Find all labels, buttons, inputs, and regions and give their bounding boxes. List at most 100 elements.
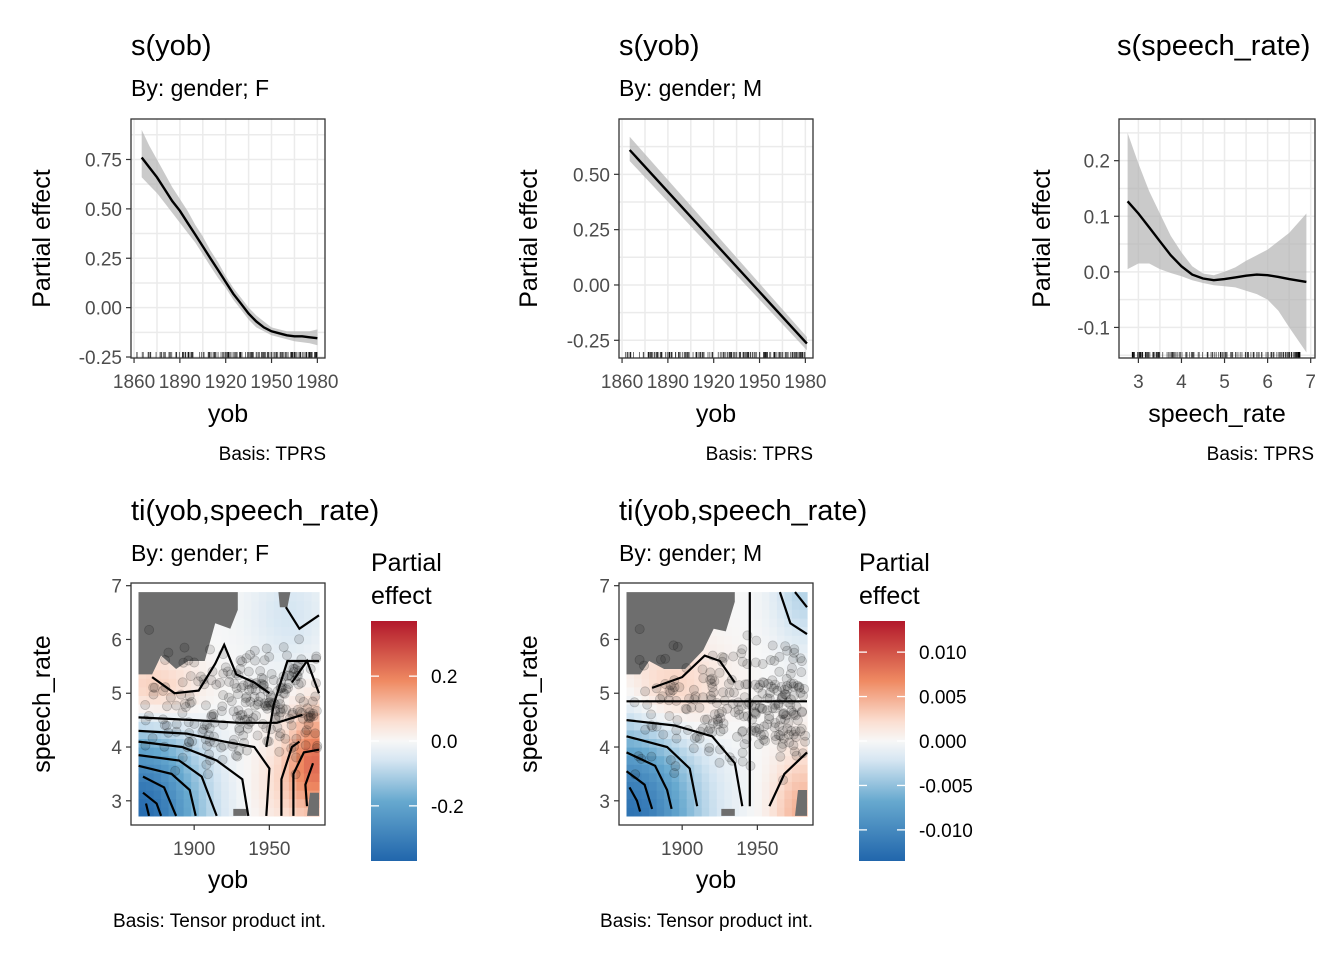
- data-point: [310, 691, 321, 702]
- data-point: [780, 641, 791, 652]
- data-point: [259, 655, 270, 666]
- heatmap-cell: [716, 772, 725, 782]
- heatmap-cell: [191, 695, 200, 705]
- heatmap-cell: [769, 635, 778, 645]
- data-point: [713, 719, 724, 730]
- data-point: [269, 698, 280, 709]
- data-point: [256, 672, 267, 683]
- data-point: [718, 724, 729, 735]
- heatmap-cell: [161, 738, 170, 748]
- data-point: [630, 769, 641, 780]
- data-point: [657, 691, 668, 702]
- data-point: [697, 723, 708, 734]
- data-point: [629, 697, 640, 708]
- heatmap-cell: [716, 764, 725, 774]
- heatmap-cell: [769, 798, 778, 808]
- heatmap-cell: [281, 635, 290, 645]
- heatmap-cell: [273, 738, 282, 748]
- heatmap-cell: [183, 678, 192, 688]
- heatmap-cell: [664, 738, 673, 748]
- heatmap-cell: [791, 738, 800, 748]
- heatmap-cell: [784, 772, 793, 782]
- heatmap-cell: [146, 781, 155, 791]
- heatmap-cell: [258, 781, 267, 791]
- data-point: [195, 671, 206, 682]
- heatmap-cell: [281, 712, 290, 722]
- heatmap-cell: [724, 643, 733, 653]
- data-point: [764, 714, 775, 725]
- heatmap-cell: [236, 635, 245, 645]
- heatmap-cell: [671, 790, 680, 800]
- data-point: [759, 721, 770, 732]
- heatmap-cell: [251, 764, 260, 774]
- heatmap-cell: [709, 643, 718, 653]
- heatmap-cell: [754, 798, 763, 808]
- data-point: [716, 706, 727, 717]
- heatmap-cell: [183, 747, 192, 757]
- heatmap-cell: [183, 798, 192, 808]
- heatmap-cell: [671, 807, 680, 817]
- heatmap-cell: [709, 678, 718, 688]
- data-point: [791, 732, 802, 743]
- data-point: [782, 645, 793, 656]
- data-point: [776, 692, 787, 703]
- data-point: [261, 723, 272, 734]
- heatmap-cell: [761, 695, 770, 705]
- panel-subtitle: By: gender; M: [619, 75, 762, 101]
- heatmap-cell: [641, 798, 650, 808]
- heatmap-cell: [138, 781, 147, 791]
- heatmap-cell: [288, 626, 297, 636]
- heatmap-cell: [799, 747, 808, 757]
- heatmap-cell: [161, 721, 170, 731]
- heatmap-cell: [784, 695, 793, 705]
- data-point: [230, 750, 241, 761]
- heatmap-cell: [198, 755, 207, 765]
- data-point: [694, 702, 705, 713]
- data-point: [243, 719, 254, 730]
- heatmap-cell: [754, 738, 763, 748]
- data-point: [751, 727, 762, 738]
- data-point: [284, 713, 295, 724]
- heatmap-cell: [679, 729, 688, 739]
- data-point: [250, 710, 261, 721]
- data-point: [292, 661, 303, 672]
- heatmap-cell: [709, 635, 718, 645]
- legend-tick-label: -0.2: [431, 797, 464, 818]
- data-point: [288, 667, 299, 678]
- heatmap-cell: [206, 755, 215, 765]
- data-point: [305, 664, 316, 675]
- data-point: [211, 679, 222, 690]
- heatmap-cell: [649, 669, 658, 679]
- heatmap-cell: [251, 600, 260, 610]
- heatmap-cell: [769, 747, 778, 757]
- heatmap-cell: [243, 772, 252, 782]
- data-point: [290, 769, 301, 780]
- data-point: [792, 715, 803, 726]
- data-point: [257, 719, 268, 730]
- data-point: [757, 688, 768, 699]
- heatmap-cell: [266, 669, 275, 679]
- heatmap-cell: [206, 686, 215, 696]
- heatmap-cell: [266, 781, 275, 791]
- heatmap-cell: [303, 609, 312, 619]
- data-point: [238, 737, 249, 748]
- data-point: [715, 744, 726, 755]
- data-point: [724, 752, 735, 763]
- data-point: [242, 723, 253, 734]
- data-point: [284, 662, 295, 673]
- heatmap-cell: [266, 635, 275, 645]
- heatmap-cell: [153, 807, 162, 817]
- data-point: [764, 711, 775, 722]
- heatmap-cell: [709, 790, 718, 800]
- data-point: [715, 726, 726, 737]
- data-point: [708, 718, 719, 729]
- heatmap-cell: [724, 626, 733, 636]
- data-point: [770, 703, 781, 714]
- heatmap-cell: [701, 781, 710, 791]
- panel-title: s(speech_rate): [1117, 30, 1310, 62]
- heatmap-cell: [679, 738, 688, 748]
- data-point: [783, 717, 794, 728]
- heatmap-cell: [634, 747, 643, 757]
- heatmap-cell: [191, 790, 200, 800]
- data-point: [753, 739, 764, 750]
